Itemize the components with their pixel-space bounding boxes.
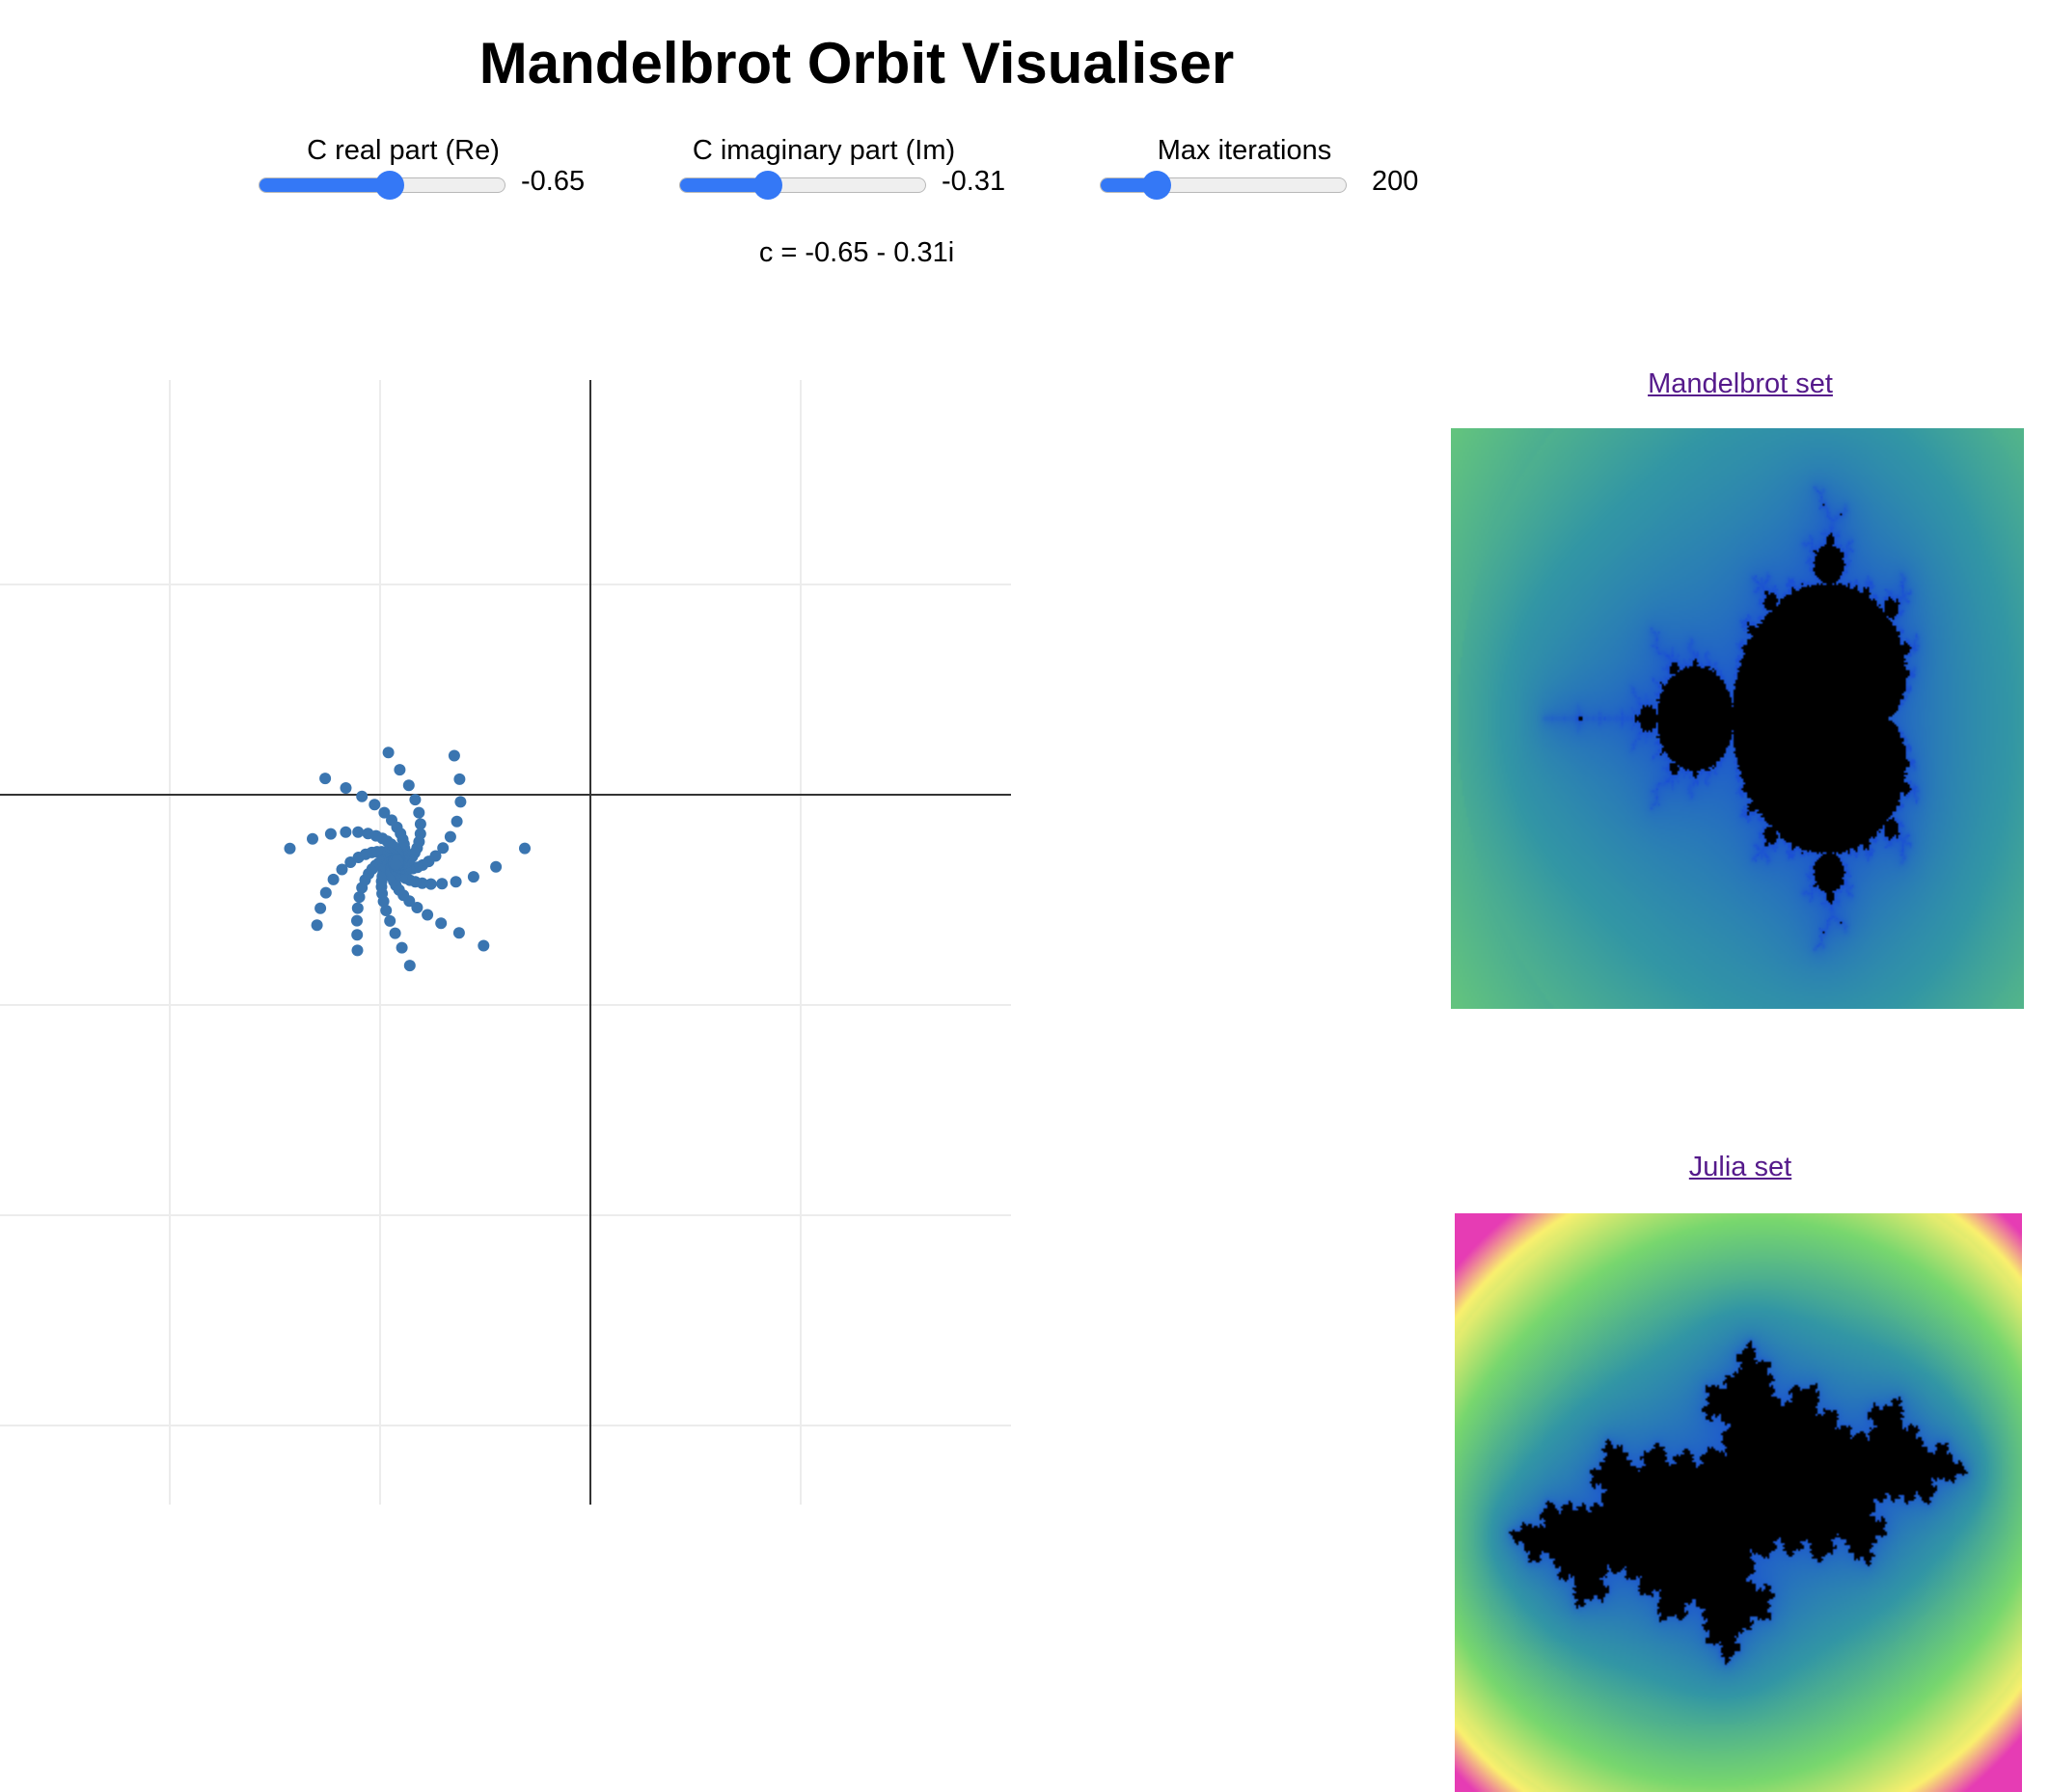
orbit-point <box>454 796 467 808</box>
im-value: -0.31 <box>942 166 1006 197</box>
orbit-point <box>351 944 364 957</box>
orbit-point <box>314 902 327 914</box>
orbit-point <box>451 815 463 828</box>
orbit-point <box>319 886 332 899</box>
im-slider[interactable] <box>679 171 926 200</box>
orbit-point <box>327 873 340 885</box>
orbit-point <box>436 878 449 890</box>
orbit-point <box>402 779 415 792</box>
orbit-point <box>450 876 462 888</box>
orbit-point <box>453 773 466 785</box>
im-slider-thumb[interactable] <box>753 171 783 200</box>
orbit-point <box>478 939 490 952</box>
grid-lines <box>0 380 1011 1505</box>
orbit-point <box>490 860 503 873</box>
page-title: Mandelbrot Orbit Visualiser <box>478 31 1235 95</box>
orbit-point <box>353 891 366 904</box>
orbit-point <box>384 914 396 927</box>
mandelbrot-set-image <box>1451 428 2024 1009</box>
orbit-point <box>396 941 408 954</box>
orbit-point <box>519 842 531 855</box>
re-control: C real part (Re) -0.65 <box>259 133 644 210</box>
iter-control: Max iterations 200 <box>1100 133 1486 210</box>
im-slider-label: C imaginary part (Im) <box>692 135 956 166</box>
orbit-point <box>311 919 323 932</box>
orbit-point <box>351 929 364 941</box>
orbit-point <box>356 790 369 802</box>
re-slider[interactable] <box>259 171 505 200</box>
orbit-point <box>307 832 318 845</box>
orbit-point <box>413 806 425 819</box>
orbit-point <box>380 905 393 916</box>
orbit-point <box>448 749 460 762</box>
orbit-point <box>394 764 406 776</box>
orbit-point <box>284 842 296 855</box>
orbit-point <box>467 871 479 883</box>
re-slider-thumb[interactable] <box>374 171 404 200</box>
orbit-point <box>352 826 365 838</box>
orbit-point <box>437 842 450 855</box>
im-control: C imaginary part (Im) -0.31 <box>679 133 1065 210</box>
julia-set-link[interactable]: Julia set <box>1688 1152 1792 1182</box>
re-value: -0.65 <box>521 166 586 197</box>
orbit-point <box>444 830 456 843</box>
mandelbrot-set-link[interactable]: Mandelbrot set <box>1648 368 1833 399</box>
orbit-point <box>351 914 363 927</box>
orbit-point <box>389 927 401 939</box>
im-slider-track[interactable] <box>679 177 926 193</box>
orbit-point <box>351 902 364 914</box>
orbit-point <box>411 902 423 913</box>
orbit-point <box>340 782 352 794</box>
orbit-point <box>378 806 391 819</box>
orbit-points <box>284 747 531 972</box>
orbit-point <box>319 773 332 785</box>
orbit-point <box>369 799 381 811</box>
orbit-point <box>435 917 448 930</box>
axes <box>0 380 1011 1505</box>
orbit-point <box>452 927 465 939</box>
orbit-point <box>409 794 422 806</box>
c-readout: c = -0.65 - 0.31i <box>758 237 955 268</box>
orbit-plot[interactable] <box>0 380 1011 1505</box>
orbit-point <box>424 878 437 890</box>
iter-slider-thumb[interactable] <box>1141 171 1171 200</box>
iter-slider-label: Max iterations <box>1157 135 1332 166</box>
orbit-point <box>403 960 416 972</box>
orbit-point <box>382 747 395 759</box>
orbit-point <box>340 826 352 838</box>
orbit-point <box>390 858 401 870</box>
iter-value: 200 <box>1372 166 1419 197</box>
orbit-point <box>422 909 434 921</box>
re-slider-label: C real part (Re) <box>307 135 500 166</box>
orbit-point <box>336 863 348 876</box>
iter-slider-track[interactable] <box>1100 177 1347 193</box>
iter-slider[interactable] <box>1100 171 1347 200</box>
julia-set-image <box>1455 1213 2022 1792</box>
orbit-point <box>414 818 426 830</box>
orbit-point <box>324 828 337 840</box>
